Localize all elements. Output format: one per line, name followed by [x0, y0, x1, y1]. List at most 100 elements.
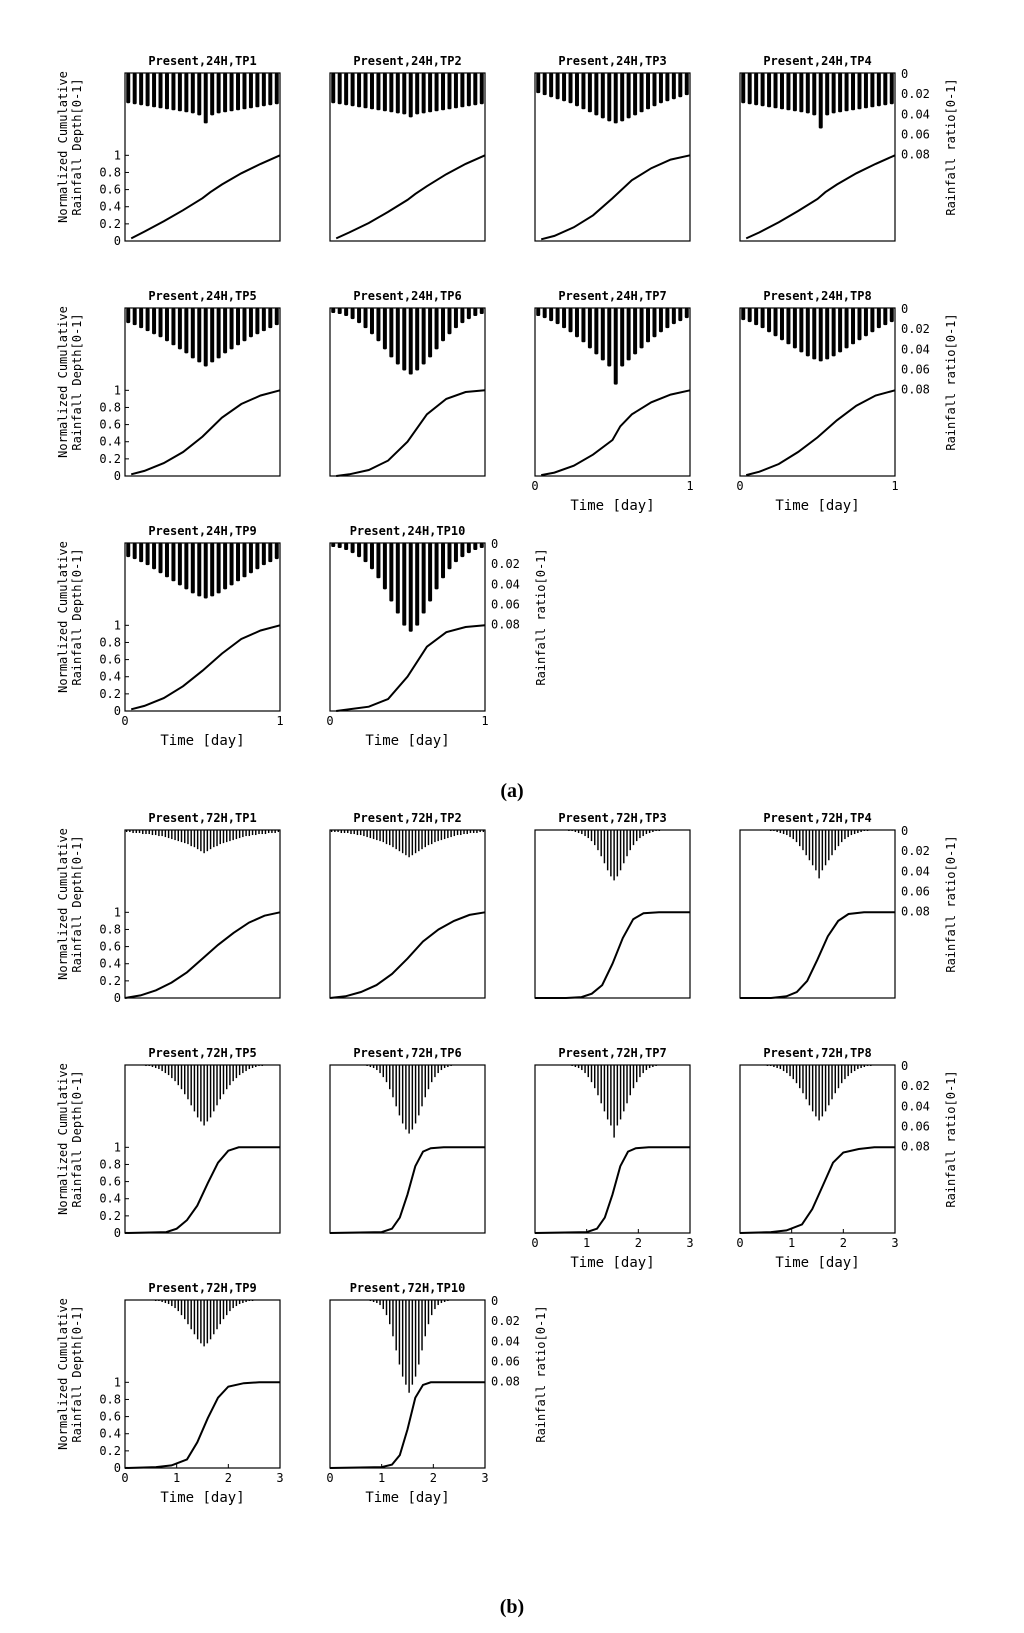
rain-bar-a-5-11 — [190, 308, 195, 359]
right-tick-b-8-1: 0.02 — [901, 1079, 930, 1093]
rain-bar-b-1-5 — [138, 830, 141, 834]
right-tick-a-4-3: 0.06 — [901, 127, 930, 141]
rain-bar-b-7-21 — [600, 1065, 602, 1104]
right-tick-a-4-4: 0.08 — [901, 148, 930, 162]
rain-bar-b-7-30 — [629, 1065, 631, 1096]
rain-bar-a-7-8 — [581, 308, 586, 343]
rain-bar-b-1-36 — [238, 830, 241, 839]
rain-bar-b-8-31 — [837, 1065, 840, 1089]
rain-bar-a-1-5 — [152, 73, 157, 108]
rain-bar-b-6-29 — [421, 1065, 423, 1107]
rain-bar-a-4-3 — [754, 73, 759, 106]
rain-bar-a-9-16 — [223, 543, 228, 590]
rain-bar-a-6-10 — [389, 308, 394, 358]
rain-bar-a-4-8 — [786, 73, 791, 111]
right-tick-b-10-2: 0.04 — [491, 1334, 520, 1348]
rain-bar-b-5-31 — [222, 1065, 225, 1095]
rain-bar-b-4-27 — [824, 830, 827, 866]
rain-bar-a-4-14 — [825, 73, 830, 116]
left-tick-a-5-3: 0.6 — [99, 418, 121, 432]
rain-bar-b-2-28 — [418, 830, 420, 852]
rain-bar-b-1-29 — [216, 830, 218, 847]
rain-bar-a-4-12 — [812, 73, 817, 116]
rain-bar-b-4-30 — [834, 830, 836, 851]
panel-frame-b-7 — [534, 1064, 691, 1234]
rain-bar-b-3-35 — [645, 830, 648, 835]
rain-bar-a-9-10 — [184, 543, 189, 590]
rain-bar-a-3-7 — [574, 73, 579, 107]
rain-bar-b-9-26 — [206, 1300, 209, 1344]
right-axis-label-b-4: Rainfall ratio[0-1] — [944, 835, 958, 972]
panel-title-a-2: Present,24H,TP2 — [353, 54, 461, 68]
rain-bar-a-6-3 — [344, 308, 349, 317]
rain-bar-b-5-19 — [184, 1065, 186, 1095]
rain-bar-b-3-19 — [594, 830, 596, 846]
rain-bar-b-2-48 — [482, 830, 485, 833]
rain-bar-b-6-23 — [401, 1065, 404, 1124]
rain-bar-b-3-27 — [619, 830, 622, 871]
right-tick-a-8-0: 0 — [901, 302, 908, 316]
panel-title-a-4: Present,24H,TP4 — [763, 54, 871, 68]
rain-bar-b-4-35 — [850, 830, 853, 836]
rain-bar-a-10-3 — [344, 543, 349, 551]
rain-bar-a-2-9 — [382, 73, 387, 112]
rain-bar-b-1-33 — [229, 830, 231, 842]
rain-bar-b-2-16 — [379, 830, 381, 842]
rain-bar-a-1-10 — [184, 73, 189, 113]
rain-bar-b-5-16 — [174, 1065, 176, 1082]
right-tick-a-4-1: 0.02 — [901, 87, 930, 101]
rain-bar-a-10-13 — [408, 543, 413, 632]
left-axis-label-l1-b-5: Normalized Cumulative — [56, 1063, 70, 1215]
rain-bar-a-6-19 — [447, 308, 452, 335]
rain-bar-b-5-25 — [203, 1065, 205, 1126]
rain-bar-a-3-1 — [536, 73, 541, 94]
rain-bar-b-2-11 — [363, 830, 365, 837]
rain-bar-a-10-16 — [428, 543, 433, 602]
rain-bar-b-7-22 — [603, 1065, 606, 1112]
rain-bar-b-4-40 — [866, 830, 869, 832]
rain-bar-b-6-12 — [366, 1065, 368, 1067]
rain-bar-b-5-8 — [148, 1065, 150, 1067]
cumulative-line-b-9 — [124, 1381, 280, 1469]
rain-bar-b-6-18 — [385, 1065, 388, 1083]
rain-bar-b-1-11 — [158, 830, 160, 837]
rain-bar-b-2-4 — [340, 830, 343, 834]
rain-bar-b-5-38 — [245, 1065, 247, 1072]
left-tick-b-5-0: 0 — [114, 1226, 121, 1240]
rain-bar-b-3-14 — [577, 830, 580, 834]
rain-bar-b-7-16 — [584, 1065, 586, 1074]
rain-bar-b-5-22 — [193, 1065, 196, 1112]
rain-bar-b-4-25 — [818, 830, 820, 879]
rain-bar-b-9-27 — [209, 1300, 212, 1340]
left-tick-b-5-5: 1 — [114, 1140, 121, 1154]
rain-bar-b-3-18 — [590, 830, 593, 842]
rain-bar-a-3-24 — [684, 73, 689, 96]
rain-bar-b-6-22 — [398, 1065, 401, 1116]
rain-bar-b-4-11 — [773, 830, 775, 832]
rain-bar-a-4-11 — [805, 73, 810, 114]
rain-bar-a-7-21 — [665, 308, 670, 329]
right-tick-a-10-3: 0.06 — [491, 597, 520, 611]
left-tick-b-5-4: 0.8 — [99, 1157, 121, 1171]
rain-bar-a-3-20 — [658, 73, 663, 104]
rain-bar-a-6-18 — [441, 308, 446, 342]
rain-bar-a-8-20 — [863, 308, 868, 337]
rain-bar-b-6-31 — [427, 1065, 430, 1090]
rain-bar-a-6-20 — [453, 308, 458, 329]
rain-bar-a-7-1 — [536, 308, 541, 317]
rain-bar-b-8-41 — [870, 1065, 872, 1067]
rain-bar-b-3-13 — [574, 830, 577, 833]
rain-bar-b-2-31 — [427, 830, 430, 846]
left-tick-b-9-5: 1 — [114, 1375, 121, 1389]
rain-bar-a-9-23 — [268, 543, 273, 563]
rain-bar-a-7-10 — [594, 308, 599, 355]
x-tick-b-9-2: 2 — [225, 1471, 232, 1485]
rain-bar-b-5-27 — [209, 1065, 212, 1118]
rain-bar-a-5-5 — [152, 308, 157, 335]
rain-bar-a-1-2 — [132, 73, 137, 105]
rain-bar-b-10-22 — [398, 1300, 401, 1365]
rain-bar-b-5-18 — [180, 1065, 183, 1090]
panel-title-b-6: Present,72H,TP6 — [353, 1046, 461, 1060]
x-tick-a-8-0: 0 — [736, 479, 743, 493]
rain-bar-a-2-19 — [447, 73, 452, 110]
